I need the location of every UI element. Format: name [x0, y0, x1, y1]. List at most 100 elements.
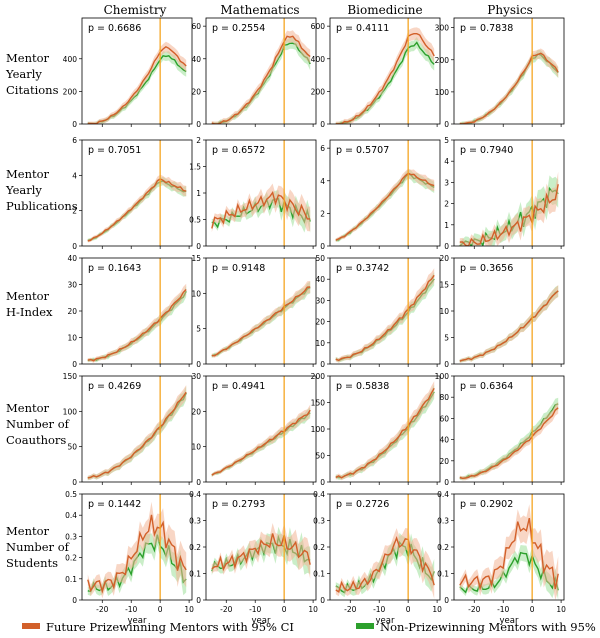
p-value-label: p = 0.4269: [88, 381, 141, 392]
x-tick-label: -20: [344, 605, 356, 614]
column-title-mathematics: Mathematics: [220, 3, 299, 17]
y-tick-label: 10: [191, 443, 201, 452]
p-value-label: p = 0.4111: [336, 23, 389, 34]
y-tick-label: 200: [311, 87, 326, 96]
y-tick-label: 100: [63, 407, 78, 416]
plot-area: [87, 385, 187, 481]
y-tick-label: 0.3: [437, 517, 449, 526]
p-value-label: p = 0.1643: [88, 263, 141, 274]
column-title-physics: Physics: [487, 3, 532, 17]
legend-label-prize: Future Prizewinning Mentors with 95% CI: [46, 620, 294, 634]
y-tick-label: 60: [439, 414, 449, 423]
ci-band-prize: [87, 385, 187, 481]
panel-frame: [453, 375, 565, 483]
p-value-label: p = 0.2902: [460, 499, 513, 510]
p-value-label: p = 0.2793: [212, 499, 265, 510]
series-line-nonprize: [87, 392, 187, 479]
y-tick-label: 0.1: [313, 570, 325, 579]
p-value-label: p = 0.4941: [212, 381, 265, 392]
x-tick-label: 10: [184, 605, 194, 614]
x-tick-label: -10: [249, 605, 261, 614]
series-line-prize: [211, 35, 311, 124]
y-tick-label: 0.5: [189, 216, 201, 225]
ci-band-nonprize: [335, 272, 435, 363]
y-tick-label: 150: [63, 372, 78, 381]
y-tick-label: 2: [444, 200, 449, 209]
y-tick-label: 200: [63, 87, 78, 96]
y-tick-label: 0: [196, 120, 201, 129]
y-tick-label: 0.3: [313, 517, 325, 526]
ci-band-nonprize: [87, 386, 187, 481]
y-tick-label: 10: [439, 307, 449, 316]
x-tick-label: -20: [220, 605, 232, 614]
ci-band-nonprize: [211, 37, 311, 124]
panel-0-1: 0 20 40 60 p = 0.2554: [191, 17, 317, 129]
series-line-prize: [87, 391, 187, 479]
y-tick-label: 0: [444, 478, 449, 487]
x-tick-label: 0: [406, 605, 411, 614]
y-tick-label: 200: [435, 56, 450, 65]
y-tick-label: 30: [315, 296, 325, 305]
plot-area: [335, 528, 435, 599]
p-value-label: p = 0.7940: [460, 145, 513, 156]
plot-area: [459, 397, 559, 481]
plot-area: [87, 283, 187, 363]
y-tick-label: 0: [196, 478, 201, 487]
y-tick-label: 50: [315, 452, 325, 461]
y-tick-label: 400: [311, 55, 326, 64]
ci-band-prize: [87, 41, 187, 124]
y-tick-label: 200: [311, 372, 326, 381]
panel-4-3: 0 0.1 0.2 0.3 0.4 -20 -10 0 10 year p = 0.2902: [437, 490, 566, 626]
panel-0-3: 0 100 200 300 p = 0.7838: [435, 17, 565, 129]
ci-band-nonprize: [87, 285, 187, 363]
y-tick-label: 0: [196, 596, 201, 605]
series-line-prize: [459, 517, 559, 591]
plot-area: [211, 523, 311, 579]
y-tick-label: 10: [67, 334, 77, 343]
panel-2-0: 0 10 20 30 40 p = 0.1643: [67, 254, 193, 369]
y-tick-label: 0: [444, 360, 449, 369]
y-tick-label: 300: [435, 24, 450, 33]
x-tick-label: -20: [468, 605, 480, 614]
panel-frame: [453, 139, 565, 247]
x-tick-label: 0: [282, 605, 287, 614]
y-tick-label: 80: [439, 393, 449, 402]
x-tick-label: 0: [530, 605, 535, 614]
y-tick-label: 5: [444, 136, 449, 145]
panel-2-1: 0 5 10 15 p = 0.9148: [191, 254, 317, 369]
panel-4-1: 0 0.1 0.2 0.3 0.4 -20 -10 0 10 year p = 0.2793: [189, 490, 318, 626]
plot-area: [335, 27, 435, 124]
x-axis-label: year: [128, 616, 147, 626]
y-tick-label: 15: [439, 281, 449, 290]
panel-frame: [205, 17, 317, 125]
p-value-label: p = 0.5838: [336, 381, 389, 392]
ci-band-prize: [459, 285, 559, 363]
y-tick-label: 15: [191, 254, 201, 263]
plot-area: [211, 30, 311, 124]
series-line-prize: [335, 172, 435, 241]
p-value-label: p = 0.6364: [460, 381, 513, 392]
panel-2-2: 0 10 20 30 40 50 p = 0.3742: [315, 254, 441, 369]
y-tick-label: 0.1: [65, 575, 77, 584]
y-tick-label: 5: [196, 325, 201, 334]
y-tick-label: 100: [311, 425, 326, 434]
y-tick-label: 0: [320, 478, 325, 487]
ci-band-nonprize: [459, 397, 559, 481]
p-value-label: p = 0.3742: [336, 263, 389, 274]
series-line-prize: [87, 514, 187, 594]
plot-area: [87, 174, 187, 243]
ci-band-prize: [459, 504, 559, 600]
p-value-label: p = 0.7838: [460, 23, 513, 34]
y-tick-label: 1.5: [189, 163, 201, 172]
panel-0-2: 0 200 400 600 p = 0.4111: [311, 17, 441, 129]
y-tick-label: 40: [315, 275, 325, 284]
y-tick-label: 0.2: [189, 543, 201, 552]
y-tick-label: 2: [72, 207, 77, 216]
plot-area: [459, 504, 559, 600]
y-tick-label: 30: [67, 281, 77, 290]
y-tick-label: 0: [320, 120, 325, 129]
p-value-label: p = 0.2554: [212, 23, 265, 34]
ci-band-nonprize: [459, 285, 559, 363]
